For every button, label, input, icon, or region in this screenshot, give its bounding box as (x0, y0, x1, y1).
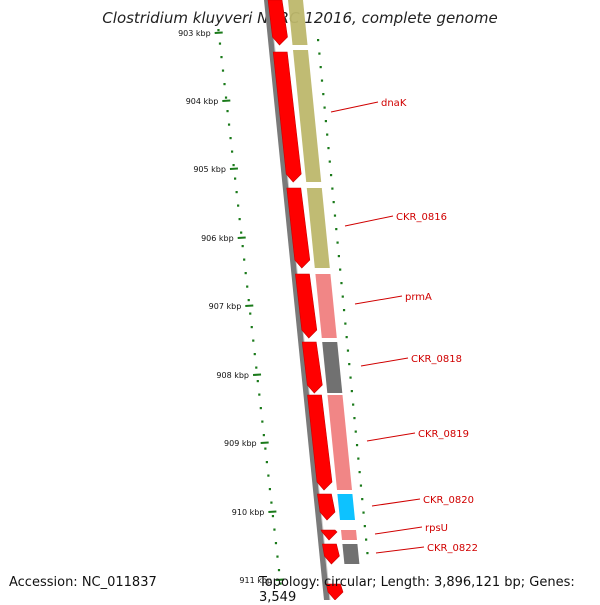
cds-arrow (272, 51, 302, 183)
cds-arrow (326, 583, 344, 600)
gene-feature (337, 494, 355, 520)
gene-label: rpsU (425, 523, 448, 534)
cds-track (267, 0, 344, 600)
cds-arrow (286, 187, 311, 269)
cds-arrow (320, 529, 338, 541)
cds-arrow (307, 394, 333, 491)
gene-feature (315, 274, 337, 338)
gene-label: CKR_0816 (396, 212, 447, 223)
gene-label: CKR_0822 (427, 543, 478, 554)
gene-labels: dnaK CKR_0816 prmA CKR_0818 CKR_0819 CKR_0820… (330, 98, 478, 554)
genome-stats-text: Topology: circular; Length: 3,896,121 bp… (259, 575, 575, 605)
tick-label: 906 kbp (201, 234, 234, 243)
tick-label: 910 kbp (232, 508, 265, 517)
cds-arrow (267, 0, 288, 46)
gene-track (288, 0, 360, 564)
tick-label: 909 kbp (224, 439, 257, 448)
gene-label: dnaK (381, 98, 407, 109)
gene-feature (327, 395, 352, 490)
gene-label: CKR_0818 (411, 354, 462, 365)
tick-ring (217, 29, 369, 585)
gene-feature (288, 0, 308, 45)
gene-feature (306, 188, 330, 268)
tick-marks: 903 kbp 904 kbp 905 kbp 906 kbp 907 kbp 908 k… (178, 29, 285, 585)
tick-label: 911 kbp (239, 576, 272, 585)
tick-label: 903 kbp (178, 29, 211, 38)
tick-label: 905 kbp (193, 165, 226, 174)
cds-arrow (317, 493, 336, 521)
gene-feature (341, 530, 357, 540)
gene-feature (322, 342, 343, 393)
gene-label: prmA (405, 292, 432, 303)
cds-arrow (322, 543, 340, 565)
cds-arrow (295, 273, 318, 339)
gene-feature (342, 544, 360, 564)
gene-feature (293, 50, 322, 182)
gene-label: CKR_0819 (418, 429, 469, 440)
tick-label: 908 kbp (216, 371, 249, 380)
tick-label: 907 kbp (209, 302, 242, 311)
cds-arrow (301, 341, 323, 394)
accession-text: Accession: NC_011837 (9, 575, 157, 590)
tick-label: 904 kbp (186, 97, 219, 106)
gene-label: CKR_0820 (423, 495, 474, 506)
